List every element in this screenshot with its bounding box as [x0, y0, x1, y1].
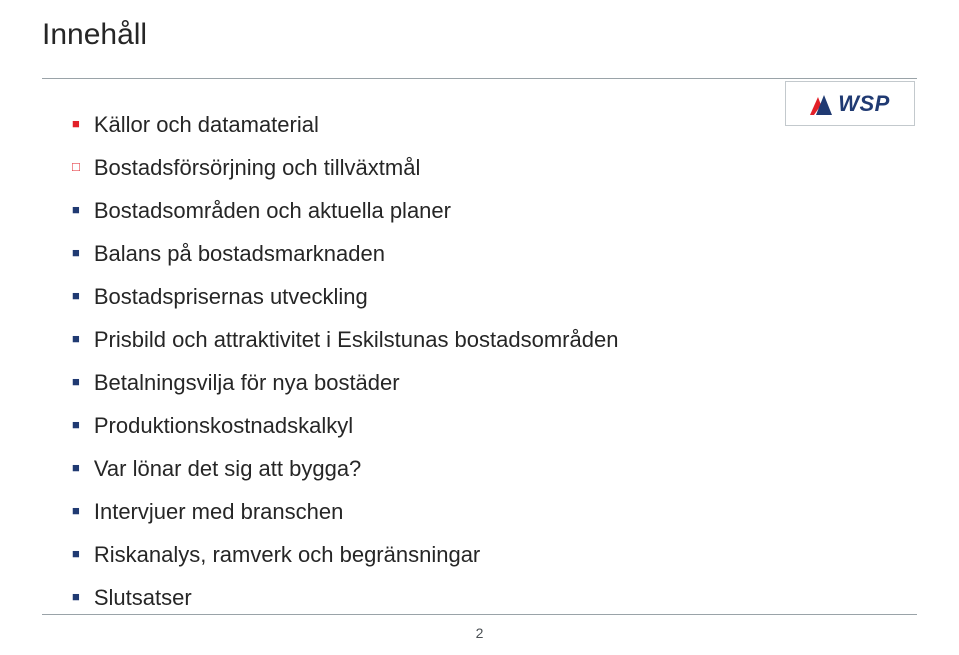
bullet-icon: ■ — [72, 542, 80, 566]
toc-item-label: Bostadsområden och aktuella planer — [94, 196, 451, 226]
toc-item-label: Intervjuer med branschen — [94, 497, 343, 527]
toc-item: ■ Prisbild och attraktivitet i Eskilstuna… — [72, 325, 899, 355]
bullet-icon: ■ — [72, 241, 80, 265]
toc-item: ■ Slutsatser — [72, 583, 899, 613]
bullet-icon: ■ — [72, 585, 80, 609]
toc-item-label: Bostadsförsörjning och tillväxtmål — [94, 153, 420, 183]
toc-item: ■ Bostadsprisernas utveckling — [72, 282, 899, 312]
page-title: Innehåll — [42, 18, 147, 52]
toc-item-label: Var lönar det sig att bygga? — [94, 454, 361, 484]
toc-item: ■ Var lönar det sig att bygga? — [72, 454, 899, 484]
page-number: 2 — [0, 625, 959, 641]
toc-item: ■ Bostadsområden och aktuella planer — [72, 196, 899, 226]
bullet-icon: ■ — [72, 112, 80, 136]
toc-list: ■ Källor och datamaterial □ Bostadsförsörjn… — [72, 110, 899, 626]
bullet-icon: □ — [72, 155, 80, 179]
bullet-icon: ■ — [72, 198, 80, 222]
footer-divider — [42, 614, 917, 615]
toc-item-label: Källor och datamaterial — [94, 110, 319, 140]
toc-item: ■ Balans på bostadsmarknaden — [72, 239, 899, 269]
bullet-icon: ■ — [72, 284, 80, 308]
toc-item: ■ Betalningsvilja för nya bostäder — [72, 368, 899, 398]
toc-item-label: Riskanalys, ramverk och begränsningar — [94, 540, 480, 570]
toc-item-label: Balans på bostadsmarknaden — [94, 239, 385, 269]
toc-item: ■ Källor och datamaterial — [72, 110, 899, 140]
toc-item-label: Betalningsvilja för nya bostäder — [94, 368, 400, 398]
bullet-icon: ■ — [72, 370, 80, 394]
toc-item-label: Produktionskostnadskalkyl — [94, 411, 353, 441]
toc-item: ■ Intervjuer med branschen — [72, 497, 899, 527]
bullet-icon: ■ — [72, 456, 80, 480]
toc-item: ■ Riskanalys, ramverk och begränsningar — [72, 540, 899, 570]
toc-item-label: Slutsatser — [94, 583, 192, 613]
toc-item-label: Prisbild och attraktivitet i Eskilstunas… — [94, 325, 619, 355]
toc-item: □ Bostadsförsörjning och tillväxtmål — [72, 153, 899, 183]
toc-item: ■ Produktionskostnadskalkyl — [72, 411, 899, 441]
bullet-icon: ■ — [72, 413, 80, 437]
toc-item-label: Bostadsprisernas utveckling — [94, 282, 368, 312]
bullet-icon: ■ — [72, 327, 80, 351]
bullet-icon: ■ — [72, 499, 80, 523]
slide: Innehåll WSP ■Källor och datamaterial□Bo… — [0, 0, 959, 655]
title-divider — [42, 78, 917, 79]
